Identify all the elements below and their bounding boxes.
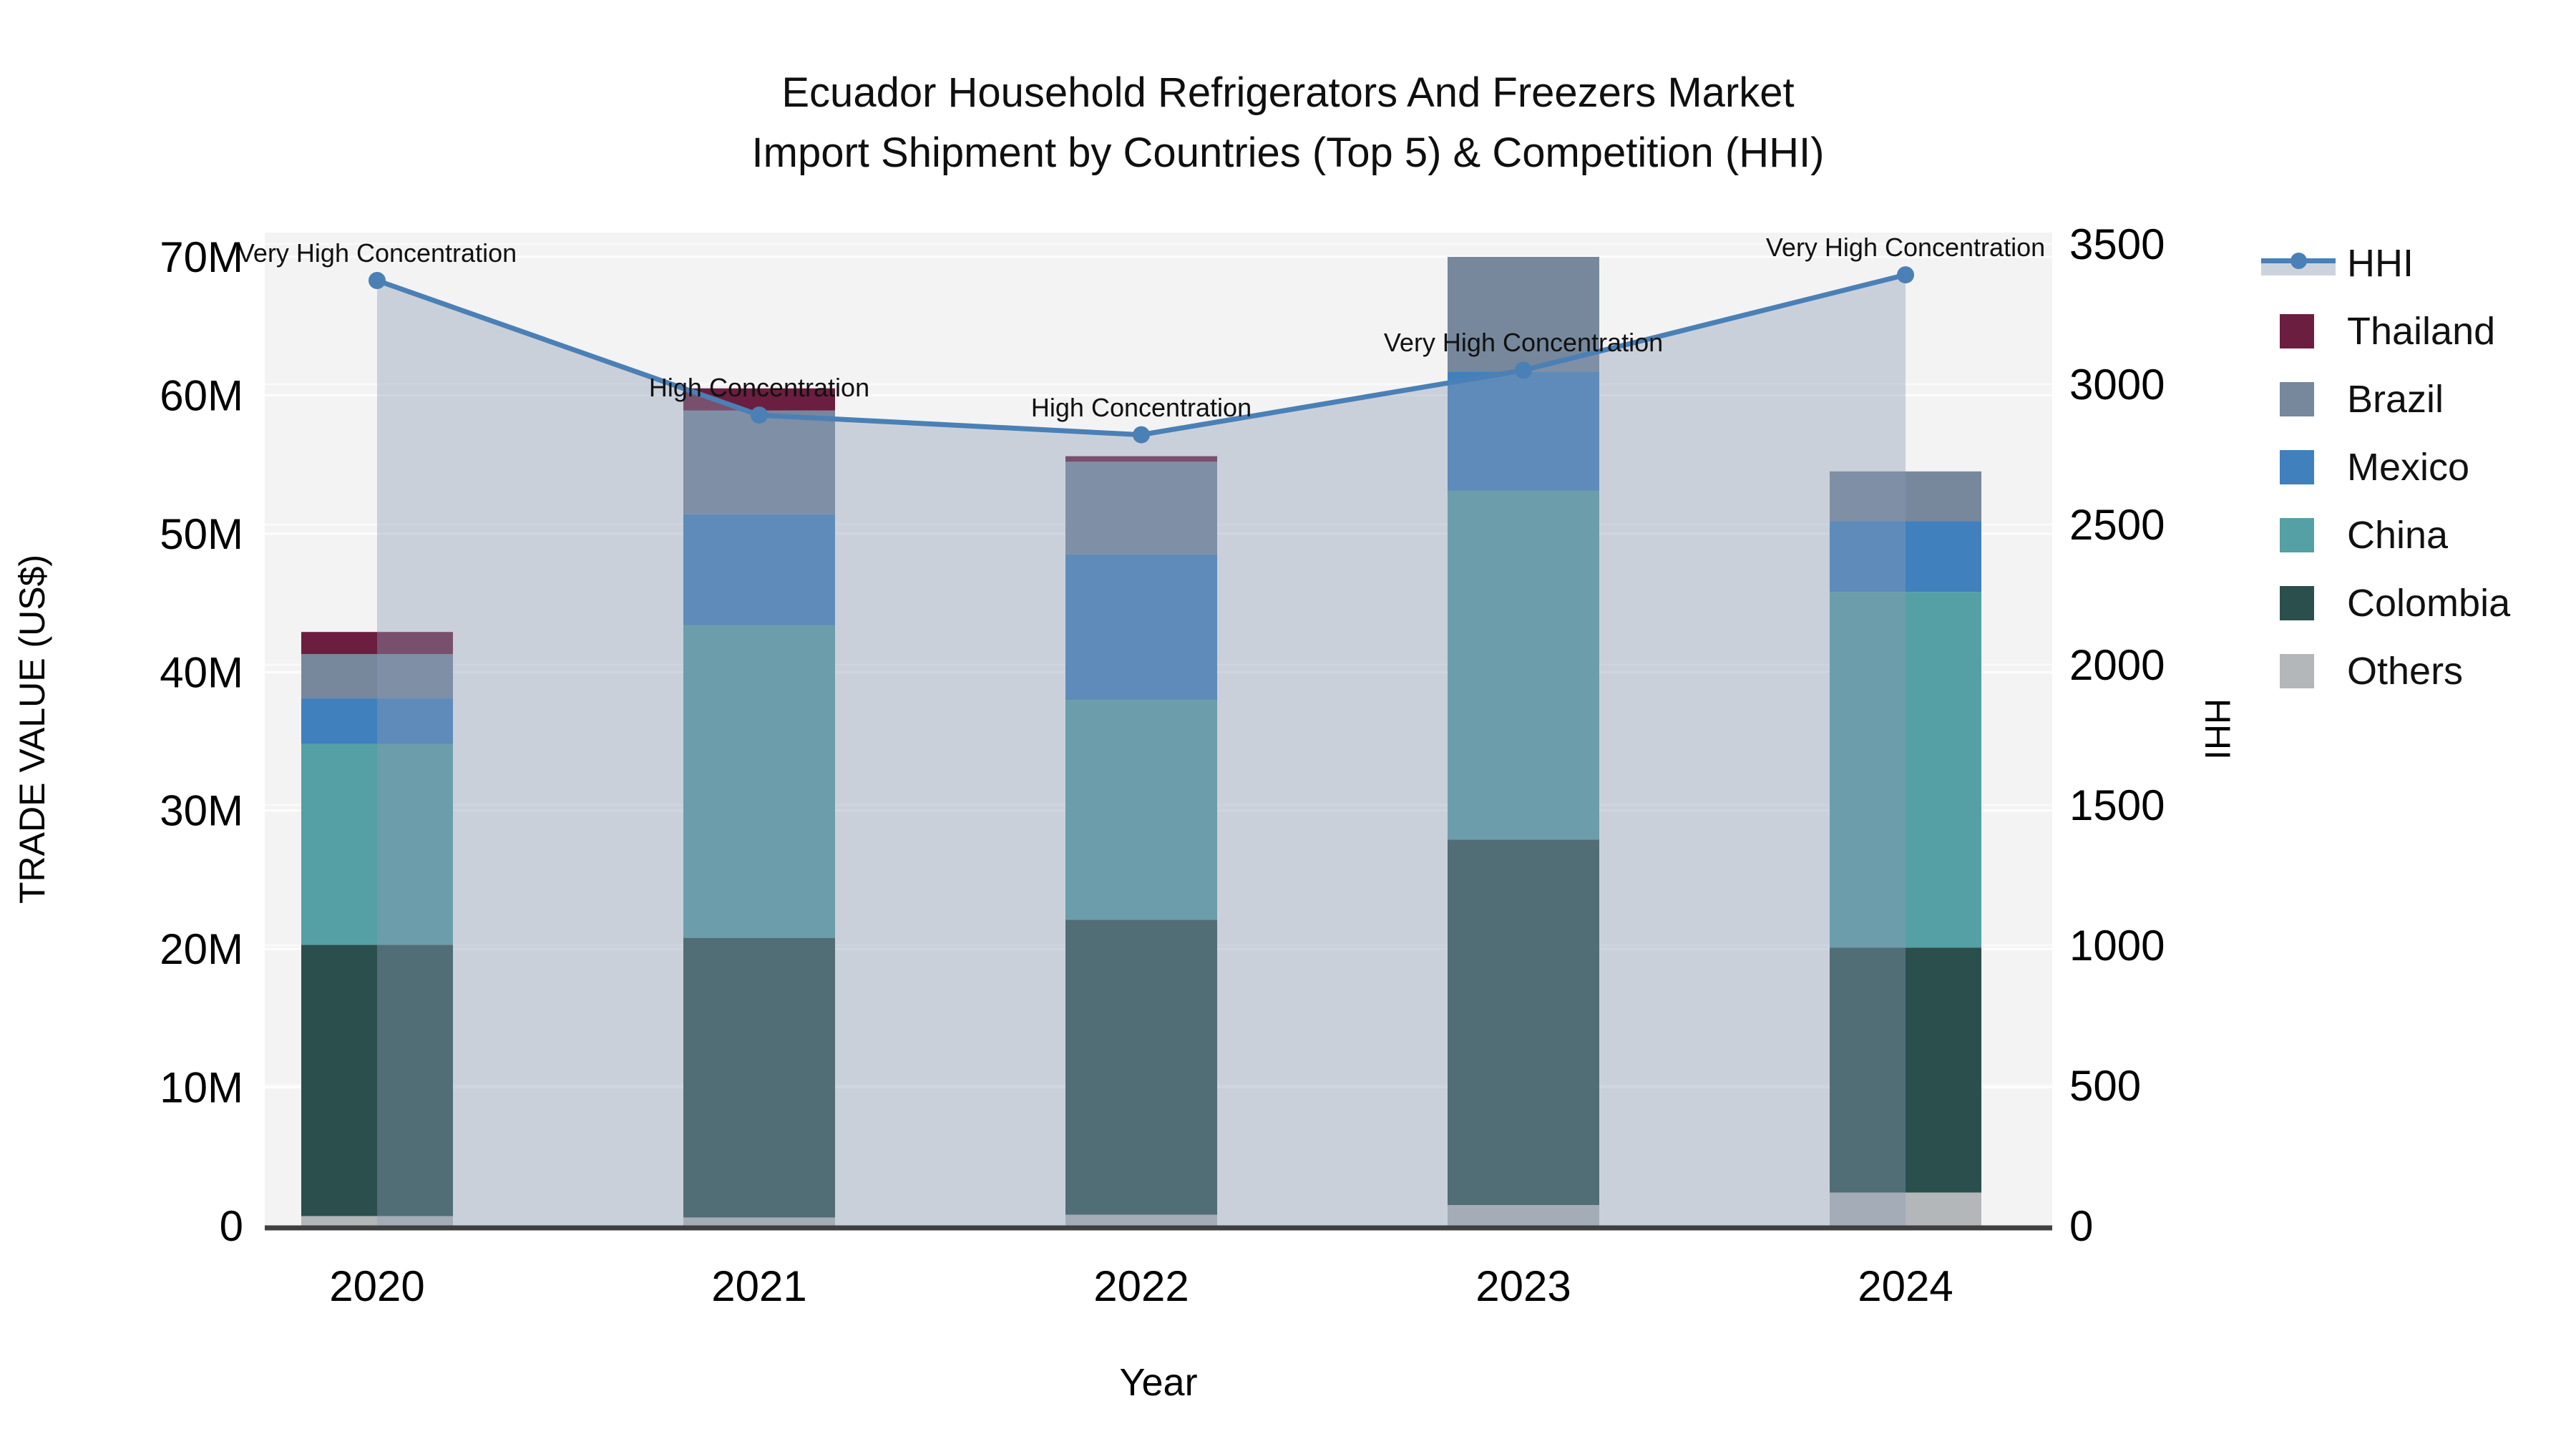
bar-segment-mexico-2024[interactable] xyxy=(1830,521,1981,592)
legend-label: Others xyxy=(2347,649,2464,693)
bar-segment-others-2022[interactable] xyxy=(1065,1214,1217,1226)
annotation-2020: Very High Concentration xyxy=(238,238,517,268)
bar-segment-brazil-2022[interactable] xyxy=(1065,462,1217,555)
others-swatch-icon xyxy=(2260,653,2340,688)
legend-label: Colombia xyxy=(2347,581,2511,625)
annotation-2023: Very High Concentration xyxy=(1384,328,1663,357)
y-right-tick-label: 2500 xyxy=(2069,501,2165,549)
x-tick-label: 2022 xyxy=(1093,1262,1189,1310)
y-left-tick-label: 0 xyxy=(220,1202,243,1250)
bar-segment-china-2020[interactable] xyxy=(301,743,453,945)
bar-segment-china-2021[interactable] xyxy=(683,625,835,938)
hhi-area-fill xyxy=(377,275,1906,1226)
bar-segment-colombia-2021[interactable] xyxy=(683,937,835,1218)
hhi-point-2020[interactable] xyxy=(369,272,386,289)
y-left-tick-label: 30M xyxy=(160,787,243,835)
thailand-swatch-icon xyxy=(2260,313,2340,348)
legend-item-colombia[interactable]: Colombia xyxy=(2260,569,2510,637)
hhi-point-2022[interactable] xyxy=(1133,426,1150,444)
hhi-point-2024[interactable] xyxy=(1897,266,1914,284)
bar-segment-brazil-2024[interactable] xyxy=(1830,471,1981,522)
y-right-tick-label: 3500 xyxy=(2069,220,2165,268)
bar-segment-mexico-2021[interactable] xyxy=(683,514,835,625)
china-swatch-icon xyxy=(2260,517,2340,552)
legend-label: China xyxy=(2347,513,2449,557)
brazil-swatch-icon xyxy=(2260,381,2340,416)
bar-segment-mexico-2020[interactable] xyxy=(301,698,453,744)
y-left-tick-label: 20M xyxy=(160,925,243,973)
colombia-swatch-icon xyxy=(2260,585,2340,620)
x-tick-label: 2023 xyxy=(1475,1262,1571,1310)
bar-segment-colombia-2020[interactable] xyxy=(301,945,453,1216)
y-left-axis-title: TRADE VALUE (US$) xyxy=(12,555,52,904)
x-tick-label: 2021 xyxy=(711,1262,806,1310)
annotation-2022: High Concentration xyxy=(1031,393,1252,422)
legend-item-brazil[interactable]: Brazil xyxy=(2260,365,2510,433)
y-right-tick-label: 0 xyxy=(2069,1202,2093,1250)
legend-item-hhi[interactable]: HHI xyxy=(2260,229,2510,297)
legend-label: Brazil xyxy=(2347,377,2444,421)
bar-segment-thailand-2022[interactable] xyxy=(1065,456,1217,462)
y-right-tick-label: 1500 xyxy=(2069,781,2165,829)
bar-segment-brazil-2023[interactable] xyxy=(1448,257,1599,372)
y-right-tick-label: 2000 xyxy=(2069,641,2165,689)
legend-label: HHI xyxy=(2347,241,2414,285)
bar-segment-colombia-2022[interactable] xyxy=(1065,919,1217,1215)
y-left-tick-label: 70M xyxy=(160,233,243,281)
legend-item-china[interactable]: China xyxy=(2260,501,2510,569)
hhi-point-2021[interactable] xyxy=(751,406,768,424)
bar-segment-thailand-2020[interactable] xyxy=(301,632,453,655)
bar-segment-brazil-2021[interactable] xyxy=(683,410,835,514)
bar-segment-mexico-2023[interactable] xyxy=(1448,371,1599,491)
mexico-swatch-icon xyxy=(2260,449,2340,484)
hhi-line-icon xyxy=(2260,249,2340,278)
bar-segment-brazil-2020[interactable] xyxy=(301,654,453,699)
bar-segment-others-2023[interactable] xyxy=(1448,1204,1599,1226)
annotation-2024: Very High Concentration xyxy=(1766,233,2045,262)
legend: HHI Thailand Brazil Mexico China Colombia Othe… xyxy=(2260,229,2510,705)
y-right-tick-label: 3000 xyxy=(2069,361,2165,409)
bar-segment-colombia-2023[interactable] xyxy=(1448,839,1599,1205)
chart-title: Ecuador Household Refrigerators And Free… xyxy=(0,63,2576,183)
chart-title-line2: Import Shipment by Countries (Top 5) & C… xyxy=(751,130,1825,176)
legend-item-thailand[interactable]: Thailand xyxy=(2260,297,2510,365)
y-left-tick-label: 60M xyxy=(160,371,243,419)
y-left-tick-label: 40M xyxy=(160,648,243,696)
x-tick-label: 2020 xyxy=(329,1262,424,1310)
y-right-axis-title: HHI xyxy=(2197,698,2238,760)
hhi-point-2023[interactable] xyxy=(1515,361,1532,379)
legend-item-mexico[interactable]: Mexico xyxy=(2260,433,2510,501)
bar-segment-china-2024[interactable] xyxy=(1830,592,1981,948)
y-left-tick-label: 10M xyxy=(160,1064,243,1112)
x-axis-title: Year xyxy=(1119,1361,1197,1404)
bar-segment-mexico-2022[interactable] xyxy=(1065,554,1217,700)
bar-segment-china-2023[interactable] xyxy=(1448,490,1599,840)
y-right-tick-label: 500 xyxy=(2069,1062,2141,1110)
bar-segment-china-2022[interactable] xyxy=(1065,699,1217,920)
annotation-2021: High Concentration xyxy=(649,373,869,402)
legend-label: Thailand xyxy=(2347,309,2496,353)
bar-segment-others-2024[interactable] xyxy=(1830,1192,1981,1226)
legend-item-others[interactable]: Others xyxy=(2260,637,2510,705)
bar-segment-others-2020[interactable] xyxy=(301,1216,453,1226)
x-tick-label: 2024 xyxy=(1858,1262,1953,1310)
y-right-tick-label: 1000 xyxy=(2069,922,2165,970)
legend-label: Mexico xyxy=(2347,445,2470,489)
bar-segment-colombia-2024[interactable] xyxy=(1830,947,1981,1193)
chart-title-line1: Ecuador Household Refrigerators And Free… xyxy=(781,69,1795,116)
y-left-tick-label: 50M xyxy=(160,510,243,558)
bar-segment-others-2021[interactable] xyxy=(683,1217,835,1226)
